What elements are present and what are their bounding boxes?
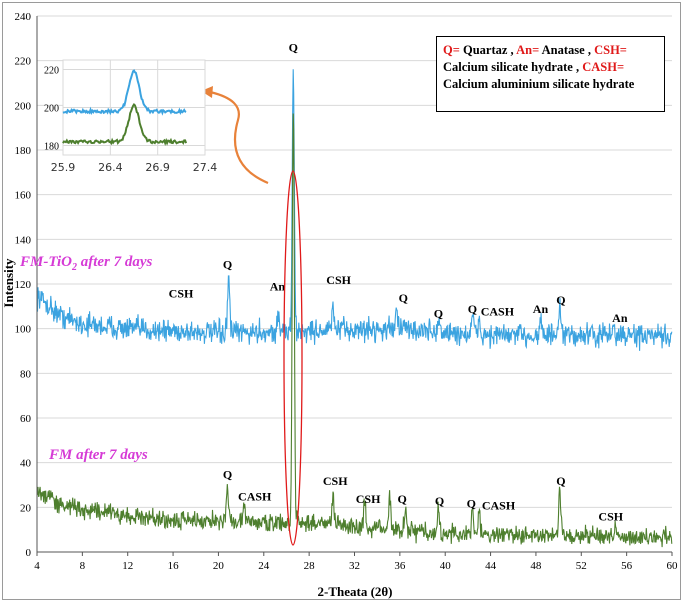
y-tick-label: 180 bbox=[15, 145, 32, 157]
inset-y-tick-label: 180 bbox=[44, 142, 59, 153]
peak-annotation: CASH bbox=[481, 304, 515, 318]
y-tick-label: 100 bbox=[15, 324, 32, 336]
peak-annotation: Q bbox=[399, 291, 408, 305]
peak-annotation: CSH bbox=[326, 273, 351, 287]
y-tick-label: 220 bbox=[15, 56, 32, 68]
x-tick-label: 28 bbox=[304, 560, 316, 572]
legend-csh-value: Calcium silicate hydrate , bbox=[443, 60, 580, 74]
peak-annotation: CASH bbox=[482, 499, 516, 513]
x-tick-label: 4 bbox=[34, 560, 40, 572]
x-tick-label: 48 bbox=[530, 560, 542, 572]
peak-annotation: CSH bbox=[598, 510, 623, 524]
legend-an-value: Anatase , bbox=[541, 43, 591, 57]
y-tick-label: 120 bbox=[15, 279, 32, 291]
series-group bbox=[36, 69, 673, 548]
x-tick-label: 20 bbox=[213, 560, 225, 572]
peak-annotations: Q Q CSH An CSH Q Q Q CASH An Q An Q CASH CSH CSH Q Q Q CASH… bbox=[169, 41, 628, 524]
series-label-fm: FM after 7 days bbox=[48, 447, 148, 463]
x-axis-title: 2-Theata (2θ) bbox=[317, 584, 392, 599]
x-tick-label: 52 bbox=[576, 560, 587, 572]
x-tick-label: 56 bbox=[621, 560, 633, 572]
inset-y-tick-label: 220 bbox=[44, 66, 59, 77]
peak-annotation: Q bbox=[397, 492, 406, 506]
legend-box: Q= Quartaz , An= Anatase , CSH= Calcium … bbox=[436, 36, 665, 112]
y-tick-label: 80 bbox=[20, 368, 32, 380]
inset-y-tick-label: 200 bbox=[44, 104, 59, 115]
peak-annotation: Q bbox=[223, 257, 232, 271]
peak-annotation: Q bbox=[556, 293, 565, 307]
y-tick-label: 40 bbox=[20, 458, 32, 470]
series-line-1 bbox=[36, 113, 673, 548]
y-tick-label: 0 bbox=[26, 547, 32, 559]
legend-an-key: An= bbox=[516, 43, 540, 57]
legend-q-value: Quartaz , bbox=[462, 43, 514, 57]
peak-annotation: Q bbox=[556, 474, 565, 488]
x-tick-label: 44 bbox=[485, 560, 497, 572]
peak-annotation: Q bbox=[467, 496, 476, 510]
x-tick-labels: 4 8 12 16 20 24 28 32 36 40 44 48 52 56 60 bbox=[34, 560, 678, 572]
y-tick-label: 160 bbox=[15, 190, 32, 202]
y-tick-label: 20 bbox=[20, 502, 32, 514]
x-tick-label: 24 bbox=[258, 560, 270, 572]
peak-annotation: Q bbox=[468, 302, 477, 316]
x-tick-label: 32 bbox=[349, 560, 360, 572]
x-tick-label: 16 bbox=[168, 560, 180, 572]
peak-annotation: Q bbox=[223, 467, 232, 481]
axes bbox=[36, 16, 673, 556]
x-tick-label: 12 bbox=[122, 560, 133, 572]
series-label-tio2: FM-TiO2 after 7 days bbox=[19, 254, 153, 273]
legend-q-key: Q= bbox=[443, 43, 460, 57]
series-line-0 bbox=[36, 69, 673, 351]
y-tick-label: 200 bbox=[15, 100, 32, 112]
peak-annotation: CASH bbox=[238, 490, 272, 504]
peak-annotation: Q bbox=[289, 41, 298, 55]
legend-cash-key: CASH= bbox=[582, 60, 625, 74]
arrow-head bbox=[201, 86, 213, 98]
peak-annotation: CSH bbox=[169, 286, 194, 300]
inset-x-tick-label: 26.9 bbox=[145, 161, 170, 174]
x-tick-label: 8 bbox=[80, 560, 86, 572]
inset-plot: 25.9 26.4 26.9 27.4 180 200 220 bbox=[44, 59, 218, 174]
x-tick-label: 40 bbox=[440, 560, 452, 572]
y-tick-label: 140 bbox=[15, 234, 32, 246]
inset-x-tick-label: 26.4 bbox=[98, 161, 123, 174]
y-axis-title: Intensity bbox=[1, 258, 16, 308]
x-tick-label: 36 bbox=[394, 560, 406, 572]
peak-annotation: Q bbox=[435, 494, 444, 508]
callout-arrow bbox=[209, 90, 269, 185]
peak-annotation: CSH bbox=[323, 474, 348, 488]
inset-series-line-1 bbox=[62, 103, 188, 146]
peak-annotation: Q bbox=[434, 307, 443, 321]
highlight-ellipse bbox=[283, 170, 303, 546]
inset-x-tick-label: 25.9 bbox=[51, 161, 76, 174]
peak-annotation: CSH bbox=[356, 492, 381, 506]
legend-csh-key: CSH= bbox=[594, 43, 627, 57]
inset-x-tick-label: 27.4 bbox=[193, 161, 218, 174]
y-tick-label: 60 bbox=[20, 413, 32, 425]
peak-annotation: An bbox=[270, 280, 286, 294]
x-tick-label: 60 bbox=[667, 560, 679, 572]
peak-annotation: An bbox=[612, 311, 628, 325]
legend-cash-value: Calcium aluminium silicate hydrate bbox=[443, 77, 635, 91]
y-tick-label: 240 bbox=[15, 11, 32, 23]
peak-annotation: An bbox=[533, 302, 549, 316]
y-tick-labels: 0 20 40 60 80 100 120 140 160 180 200 220 240 bbox=[15, 11, 32, 559]
inset-series-line-0 bbox=[62, 69, 187, 116]
